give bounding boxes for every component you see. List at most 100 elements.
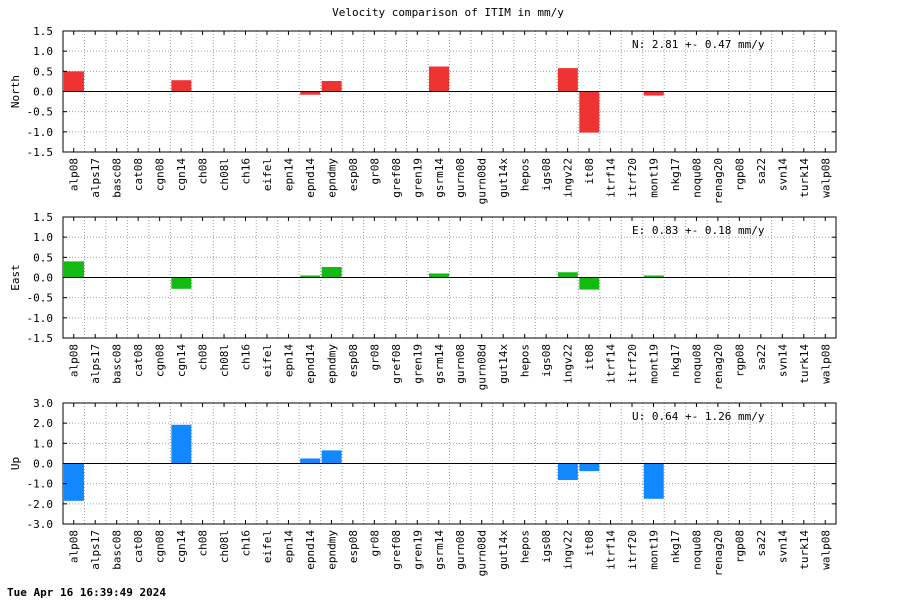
- x-tick-label: hepos: [519, 530, 532, 563]
- bar-east-mont19: [643, 275, 664, 278]
- stats-annotation: N: 2.81 +- 0.47 mm/y: [632, 38, 765, 51]
- y-tick-label: 0.5: [33, 251, 53, 264]
- bar-east-gsrm14: [429, 273, 449, 278]
- bar-north-mont19: [643, 91, 664, 96]
- x-tick-label: svn14: [776, 344, 789, 377]
- x-tick-label: gurn08d: [476, 158, 489, 204]
- x-tick-label: cat08: [132, 344, 145, 377]
- y-axis-label: North: [9, 75, 22, 108]
- x-tick-label: alps17: [89, 530, 102, 570]
- y-tick-label: -1.5: [27, 146, 54, 159]
- bar-up-epndmy: [321, 450, 342, 464]
- x-tick-label: turk14: [798, 344, 811, 384]
- x-tick-label: it08: [583, 344, 596, 371]
- x-tick-label: gsrm14: [433, 344, 446, 384]
- x-tick-label: hepos: [519, 158, 532, 191]
- x-tick-label: mont19: [647, 344, 660, 384]
- x-tick-label: ingv22: [562, 158, 575, 198]
- timestamp: Tue Apr 16 16:39:49 2024: [7, 586, 166, 599]
- bar-north-epnd14: [300, 91, 321, 95]
- y-tick-label: -2.0: [27, 498, 54, 511]
- x-tick-label: sa22: [755, 158, 768, 185]
- y-tick-label: 1.5: [33, 211, 53, 224]
- x-tick-label: renag20: [712, 530, 725, 576]
- bar-up-epnd14: [300, 458, 321, 464]
- x-tick-label: it08: [583, 530, 596, 557]
- x-tick-label: renag20: [712, 344, 725, 390]
- y-tick-label: -0.5: [27, 292, 54, 305]
- bar-up-mont19: [643, 463, 664, 499]
- x-tick-label: alp08: [68, 530, 81, 563]
- x-tick-label: sa22: [755, 344, 768, 371]
- x-tick-label: gurn08d: [476, 530, 489, 576]
- x-tick-label: esp08: [347, 530, 360, 563]
- x-tick-label: svn14: [776, 158, 789, 191]
- x-tick-label: cat08: [132, 158, 145, 191]
- x-tick-label: cgn14: [175, 530, 188, 563]
- x-tick-label: gurn08: [454, 344, 467, 384]
- x-tick-label: epndmy: [325, 158, 338, 198]
- x-tick-label: epnd14: [304, 530, 317, 570]
- x-tick-label: turk14: [798, 158, 811, 198]
- x-tick-label: esp08: [347, 344, 360, 377]
- x-tick-label: itrf20: [626, 344, 639, 384]
- x-tick-label: ch16: [240, 158, 253, 185]
- x-tick-label: alp08: [68, 158, 81, 191]
- x-tick-label: cgn14: [175, 158, 188, 191]
- x-tick-label: basc08: [111, 344, 124, 384]
- stats-annotation: E: 0.83 +- 0.18 mm/y: [632, 224, 765, 237]
- bar-north-ingv22: [557, 68, 578, 92]
- y-axis-label: East: [9, 264, 22, 291]
- x-tick-label: ch08: [197, 344, 210, 371]
- x-tick-label: gr08: [368, 344, 381, 371]
- x-tick-label: gsrm14: [433, 530, 446, 570]
- bar-north-epndmy: [321, 81, 342, 92]
- x-tick-label: cgn14: [175, 344, 188, 377]
- chart-title: Velocity comparison of ITIM in mm/y: [332, 6, 564, 19]
- x-tick-label: gren19: [411, 344, 424, 384]
- bar-north-alp08: [64, 71, 84, 92]
- x-tick-label: igs08: [540, 158, 553, 191]
- velocity-chart: Velocity comparison of ITIM in mm/y 1.5 1.…: [9, 6, 837, 576]
- x-tick-label: itrf14: [605, 344, 618, 384]
- y-tick-label: 0.0: [33, 458, 53, 471]
- x-tick-label: alp08: [68, 344, 81, 377]
- x-tick-label: igs08: [540, 530, 553, 563]
- x-tick-label: epndmy: [325, 344, 338, 384]
- x-tick-label: ch08: [197, 530, 210, 557]
- x-tick-label: eifel: [261, 530, 274, 563]
- x-tick-label: cgn08: [154, 530, 167, 563]
- x-tick-label: gr08: [368, 530, 381, 557]
- x-tick-label: gref08: [390, 344, 403, 384]
- y-tick-label: 1.0: [33, 437, 53, 450]
- x-tick-label: epn14: [282, 530, 295, 563]
- x-tick-label: ch16: [240, 344, 253, 371]
- y-tick-label: -1.0: [27, 478, 54, 491]
- x-tick-label: gren19: [411, 158, 424, 198]
- x-tick-label: cgn08: [154, 158, 167, 191]
- x-tick-label: epn14: [282, 344, 295, 377]
- x-tick-label: gut14x: [497, 530, 510, 570]
- x-tick-label: gurn08: [454, 530, 467, 570]
- x-tick-label: epnd14: [304, 344, 317, 384]
- y-tick-label: 3.0: [33, 397, 53, 410]
- x-tick-label: cat08: [132, 530, 145, 563]
- x-tick-label: gr08: [368, 158, 381, 185]
- x-tick-label: gren19: [411, 530, 424, 570]
- x-tick-label: noqu08: [690, 158, 703, 198]
- bar-east-cgn14: [171, 277, 192, 289]
- bar-east-it08: [579, 277, 600, 290]
- x-tick-label: walp08: [819, 344, 832, 384]
- x-tick-label: rgp08: [733, 344, 746, 377]
- x-tick-label: nkg17: [669, 158, 682, 191]
- x-tick-label: epn14: [282, 158, 295, 191]
- bar-east-epnd14: [300, 275, 321, 278]
- x-tick-label: ch08l: [218, 344, 231, 377]
- x-tick-label: alps17: [89, 344, 102, 384]
- x-tick-label: nkg17: [669, 530, 682, 563]
- x-tick-label: epndmy: [325, 530, 338, 570]
- y-tick-label: 1.0: [33, 45, 53, 58]
- x-tick-label: gurn08: [454, 158, 467, 198]
- x-tick-label: itrf20: [626, 158, 639, 198]
- x-tick-label: gref08: [390, 158, 403, 198]
